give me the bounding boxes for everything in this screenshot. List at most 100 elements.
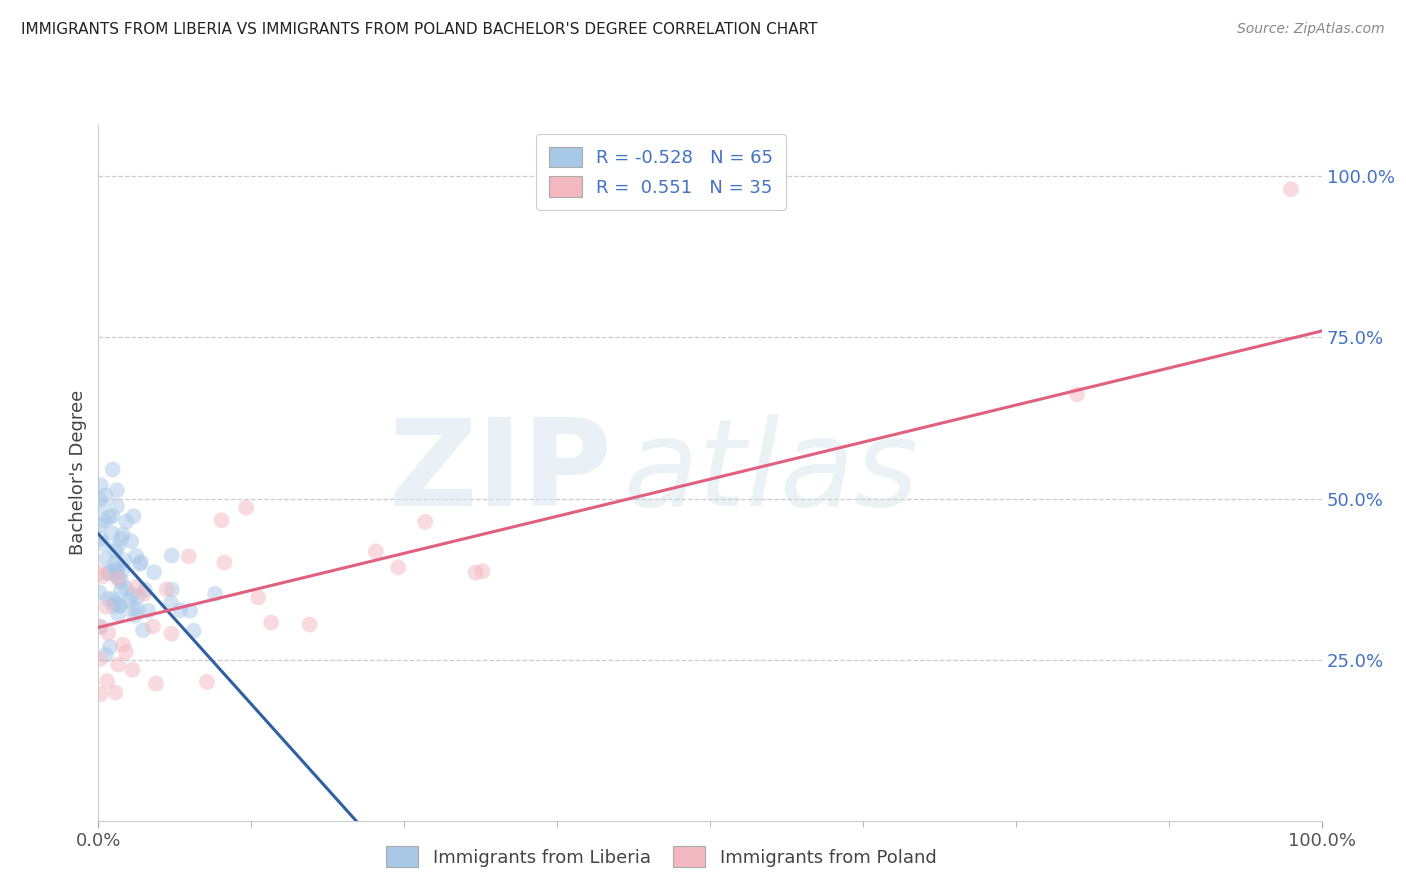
Point xyxy=(124,608,146,623)
Point xyxy=(89,517,111,532)
Point xyxy=(112,553,135,567)
Point xyxy=(104,685,127,699)
Point xyxy=(104,567,127,582)
Point xyxy=(214,556,236,570)
Point xyxy=(183,624,205,638)
Point xyxy=(98,640,121,654)
Point xyxy=(90,478,112,492)
Point xyxy=(96,674,118,689)
Point xyxy=(160,626,183,640)
Point xyxy=(127,603,149,617)
Point xyxy=(89,492,111,507)
Point xyxy=(98,566,121,580)
Point xyxy=(143,566,166,580)
Point xyxy=(108,571,131,585)
Point xyxy=(1066,387,1088,401)
Point xyxy=(195,675,218,690)
Y-axis label: Bachelor's Degree: Bachelor's Degree xyxy=(69,390,87,556)
Point xyxy=(260,615,283,630)
Point xyxy=(1279,182,1302,196)
Point xyxy=(125,580,148,594)
Point xyxy=(177,549,200,564)
Point xyxy=(107,657,129,672)
Point xyxy=(364,544,387,558)
Point xyxy=(108,598,131,612)
Point xyxy=(104,556,127,570)
Point xyxy=(96,599,118,614)
Point xyxy=(111,564,134,578)
Point xyxy=(101,592,124,607)
Point xyxy=(97,626,120,640)
Point xyxy=(89,585,111,599)
Point xyxy=(204,587,226,601)
Text: atlas: atlas xyxy=(624,414,920,532)
Point xyxy=(101,509,124,524)
Point xyxy=(107,540,129,554)
Point xyxy=(122,601,145,615)
Point xyxy=(132,623,155,637)
Point xyxy=(89,688,111,702)
Point xyxy=(94,648,117,662)
Point xyxy=(97,566,120,580)
Point xyxy=(471,564,494,578)
Point xyxy=(107,607,129,622)
Point xyxy=(121,663,143,677)
Point xyxy=(96,551,118,566)
Point xyxy=(93,514,115,528)
Point xyxy=(100,525,122,540)
Point xyxy=(104,596,127,610)
Point xyxy=(235,500,257,515)
Point xyxy=(107,571,129,585)
Point xyxy=(91,537,114,551)
Point xyxy=(145,676,167,690)
Point xyxy=(247,591,270,605)
Point xyxy=(128,557,150,571)
Point xyxy=(104,544,127,558)
Point xyxy=(97,510,120,524)
Point xyxy=(156,582,179,597)
Point xyxy=(89,619,111,633)
Point xyxy=(101,462,124,476)
Text: Source: ZipAtlas.com: Source: ZipAtlas.com xyxy=(1237,22,1385,37)
Point xyxy=(413,515,436,529)
Point xyxy=(134,582,156,597)
Point xyxy=(160,596,183,610)
Point xyxy=(125,549,148,563)
Point xyxy=(169,603,191,617)
Point xyxy=(94,488,117,502)
Point xyxy=(179,604,201,618)
Point xyxy=(127,590,149,604)
Point xyxy=(112,638,135,652)
Point xyxy=(114,645,136,659)
Point xyxy=(132,587,155,601)
Point xyxy=(115,581,138,595)
Point xyxy=(298,617,321,632)
Point xyxy=(464,566,486,580)
Point xyxy=(105,563,128,577)
Text: ZIP: ZIP xyxy=(388,414,612,532)
Point xyxy=(121,588,143,602)
Legend: Immigrants from Liberia, Immigrants from Poland: Immigrants from Liberia, Immigrants from… xyxy=(378,839,943,874)
Point xyxy=(110,574,132,589)
Point xyxy=(120,534,142,549)
Point xyxy=(97,591,120,606)
Point xyxy=(105,562,128,576)
Point xyxy=(108,599,131,613)
Point xyxy=(115,515,138,529)
Point xyxy=(160,582,183,597)
Point xyxy=(136,604,159,618)
Point xyxy=(118,594,141,608)
Point xyxy=(110,532,132,546)
Point xyxy=(105,499,128,513)
Point xyxy=(89,652,111,666)
Point xyxy=(90,532,112,546)
Point xyxy=(105,483,128,498)
Point xyxy=(91,569,114,583)
Point xyxy=(101,599,124,613)
Point xyxy=(111,527,134,541)
Point xyxy=(387,560,409,574)
Point xyxy=(160,549,183,563)
Text: IMMIGRANTS FROM LIBERIA VS IMMIGRANTS FROM POLAND BACHELOR'S DEGREE CORRELATION : IMMIGRANTS FROM LIBERIA VS IMMIGRANTS FR… xyxy=(21,22,818,37)
Point xyxy=(89,566,111,580)
Point xyxy=(90,499,112,513)
